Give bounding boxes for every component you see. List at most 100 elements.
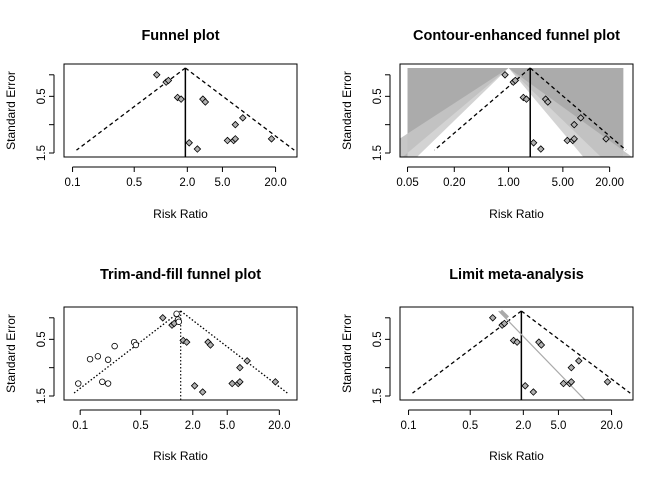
filled-data-point — [132, 341, 140, 349]
plot-area — [412, 309, 631, 400]
funnel-right-line — [180, 310, 288, 394]
data-point — [544, 98, 552, 106]
data-point — [521, 382, 529, 390]
x-tick-label: 0.1 — [65, 177, 81, 189]
panel-3: 0.1 0.5 2.0 5.0 20.0 0.5 1.5 Trim-and-fill funn… — [4, 267, 298, 463]
filled-data-point — [173, 310, 180, 318]
data-point — [179, 336, 187, 345]
x-axis-label: Risk Ratio — [153, 449, 208, 463]
data-point — [185, 139, 193, 147]
y-tick-label: 0.5 — [372, 331, 384, 347]
contour-region-nonsignificant — [416, 68, 584, 157]
funnel-right-line — [529, 67, 627, 151]
chart-title: Funnel plot — [141, 28, 219, 44]
data-point — [223, 136, 232, 145]
data-point — [509, 336, 518, 345]
chart-title: Trim-and-fill funnel plot — [100, 267, 261, 283]
data-point — [236, 363, 244, 372]
x-tick-label: 0.20 — [443, 177, 465, 189]
data-point — [231, 120, 240, 129]
data-point — [570, 135, 578, 143]
chart-title: Contour-enhanced funnel plot — [413, 28, 620, 44]
data-point — [537, 341, 546, 349]
data-point — [201, 98, 210, 106]
y-tick-label: 0.5 — [372, 88, 384, 104]
x-tick-label: 5.00 — [552, 177, 574, 189]
data-point — [563, 136, 572, 145]
data-point — [236, 378, 244, 386]
data-point — [567, 363, 576, 372]
data-point — [152, 71, 161, 79]
limit-line — [498, 310, 586, 400]
x-axis-label: Risk Ratio — [153, 207, 208, 221]
data-point — [173, 93, 182, 102]
data-point — [529, 139, 538, 147]
x-tick-label: 20.0 — [600, 420, 622, 432]
x-tick-label: 5.0 — [219, 420, 235, 432]
data-point — [529, 388, 538, 396]
x-tick-label: 0.5 — [126, 177, 142, 189]
contour-region-left-2 — [400, 68, 509, 157]
data-point — [570, 120, 578, 129]
funnel-right-line — [520, 310, 631, 394]
y-axis-label: Standard Error — [4, 71, 18, 150]
x-tick-label: 0.1 — [72, 420, 88, 432]
x-tick-label: 20.0 — [268, 420, 290, 432]
panel-2: 0.05 0.20 1.00 5.00 20.00 0.5 1.5 Contour-enhan… — [340, 28, 634, 221]
x-axis-label: Risk Ratio — [489, 207, 544, 221]
filled-data-point — [111, 342, 118, 350]
data-point — [537, 145, 545, 153]
filled-data-point — [99, 378, 106, 386]
filled-data-point — [175, 318, 183, 325]
data-point — [602, 135, 610, 143]
funnel-right-line — [184, 67, 295, 151]
plot-area — [400, 67, 633, 157]
x-tick-label: 5.0 — [214, 177, 230, 189]
plot-area — [76, 67, 295, 157]
y-tick-label: 1.5 — [372, 388, 384, 404]
x-tick-label: 20.0 — [264, 177, 286, 189]
data-point — [522, 95, 531, 103]
data-point — [501, 71, 509, 79]
data-point — [182, 338, 191, 346]
y-tick-label: 1.5 — [372, 145, 384, 161]
limit-line-thick-segment — [499, 309, 510, 320]
funnel-left-line — [73, 310, 182, 394]
filled-data-point — [104, 380, 112, 387]
data-point — [231, 135, 240, 143]
data-point — [488, 314, 497, 322]
data-point — [159, 314, 167, 322]
data-point — [603, 378, 612, 386]
data-point — [559, 379, 568, 388]
data-point — [575, 357, 583, 365]
y-tick-label: 1.5 — [36, 145, 48, 161]
plot-frame — [399, 306, 634, 401]
x-tick-label: 20.00 — [595, 177, 624, 189]
y-tick-label: 0.5 — [36, 88, 48, 104]
y-axis-label: Standard Error — [340, 71, 354, 150]
plot-area — [73, 310, 288, 400]
data-point — [500, 319, 509, 328]
data-point — [239, 114, 247, 122]
data-point — [190, 382, 199, 390]
data-point — [576, 114, 585, 122]
y-tick-label: 0.5 — [36, 331, 48, 347]
plot-frame — [63, 63, 298, 158]
data-point — [271, 378, 280, 386]
x-tick-label: 2.0 — [179, 177, 195, 189]
x-tick-label: 0.5 — [462, 420, 478, 432]
filled-data-point — [75, 380, 82, 387]
chart-title: Limit meta-analysis — [449, 267, 584, 283]
plot-frame — [399, 63, 634, 158]
panel-4: 0.1 0.5 2.0 5.0 20.0 0.5 1.5 Limit meta-analysi… — [340, 267, 634, 463]
x-tick-label: 2.0 — [515, 420, 531, 432]
filled-data-point — [104, 356, 112, 363]
data-point — [513, 338, 521, 346]
panel-1: 0.1 0.5 2.0 5.0 20.0 0.5 1.5 Funnel plot Risk Ra… — [4, 28, 298, 221]
plot-frame — [63, 306, 298, 401]
data-point — [177, 95, 185, 103]
data-point — [206, 341, 215, 349]
x-tick-label: 0.05 — [396, 177, 418, 189]
y-axis-label: Standard Error — [340, 314, 354, 393]
